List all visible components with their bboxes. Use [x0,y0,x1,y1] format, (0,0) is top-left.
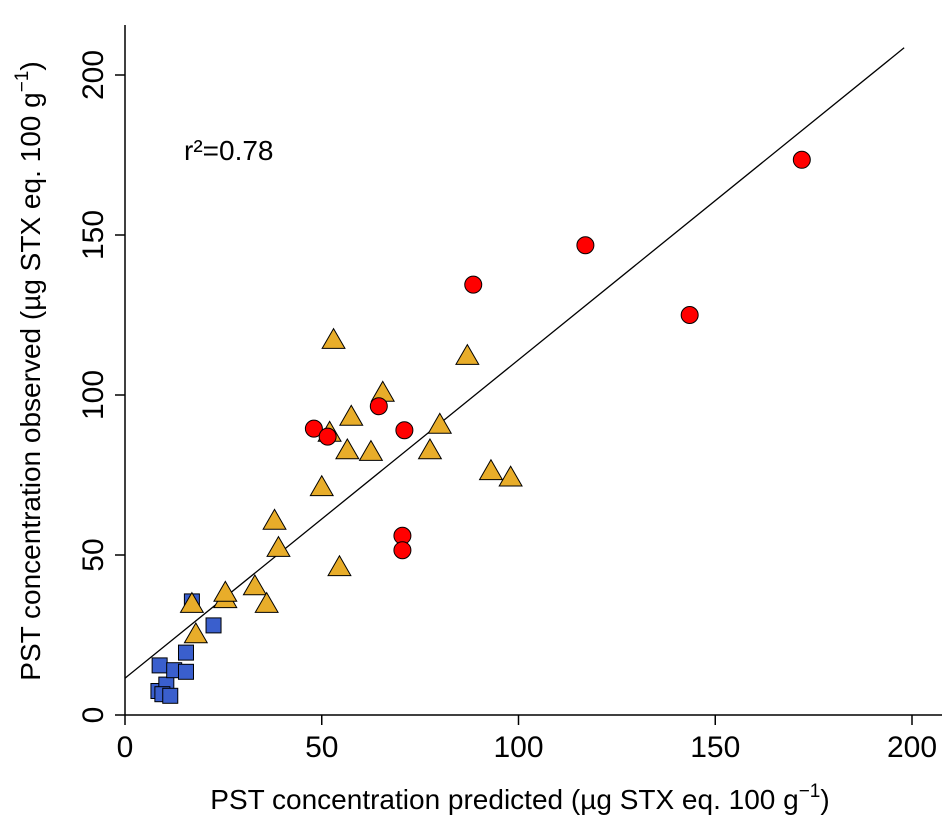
y-tick-label: 100 [77,370,110,420]
circle-point [304,419,323,438]
circle-point [395,421,414,440]
y-tick-label: 150 [77,210,110,260]
triangle-point [498,465,523,487]
y-axis-title: PST concentration observed (µg STX eq. 1… [12,61,46,680]
triangle-point [327,554,352,577]
triangle-point [338,404,364,426]
circle-point [792,150,811,169]
triangle-point [262,508,287,530]
x-tick-label: 100 [493,731,543,764]
data-points [150,150,811,704]
triangle-point [358,439,384,461]
x-axis-title-close: ) [820,784,829,815]
triangle-point [417,437,443,460]
circle-point [464,275,483,294]
x-tick-label: 200 [887,731,937,764]
triangle-point [254,591,279,613]
y-axis-title-main: PST concentration observed (µg STX eq. 1… [15,92,46,680]
triangle-point [455,343,480,365]
square-point [205,617,222,634]
y-axis-title-close: ) [15,61,46,70]
triangle-point [179,591,205,613]
square-point [162,687,179,704]
circle-point [680,306,699,324]
axes [124,25,942,716]
triangle-point [309,474,335,497]
y-tick-label: 50 [77,538,110,571]
square-point [151,657,168,674]
triangle-point [183,621,209,644]
x-axis-title: PST concentration predicted (µg STX eq. … [210,781,829,815]
triangle-point [266,535,291,557]
triangle-point [478,458,504,481]
circle-point [393,541,412,560]
x-tick-label: 150 [690,731,740,764]
square-point [177,644,194,661]
triangle-point [427,412,453,434]
r-squared-annotation: r²=0.78 [184,135,274,166]
triangle-point [321,327,346,349]
y-tick-label: 200 [77,50,110,100]
triangle-point [335,437,360,460]
x-axis-title-main: PST concentration predicted (µg STX eq. … [210,784,798,815]
x-tick-label: 0 [117,731,134,764]
y-tick-label: 0 [77,707,110,724]
circle-point [318,427,337,446]
x-tick-label: 50 [305,731,338,764]
circle-point [576,236,595,255]
ticks: 0 50 100 150 200 0 50 100 150 200 [77,50,937,764]
x-axis-title-superscript: −1 [799,781,821,802]
regression-line [124,47,905,679]
triangle-point [242,573,268,596]
triangle-point [213,580,238,602]
y-axis-title-superscript: −1 [12,71,33,93]
square-point [177,663,194,680]
circle-point [369,397,388,416]
